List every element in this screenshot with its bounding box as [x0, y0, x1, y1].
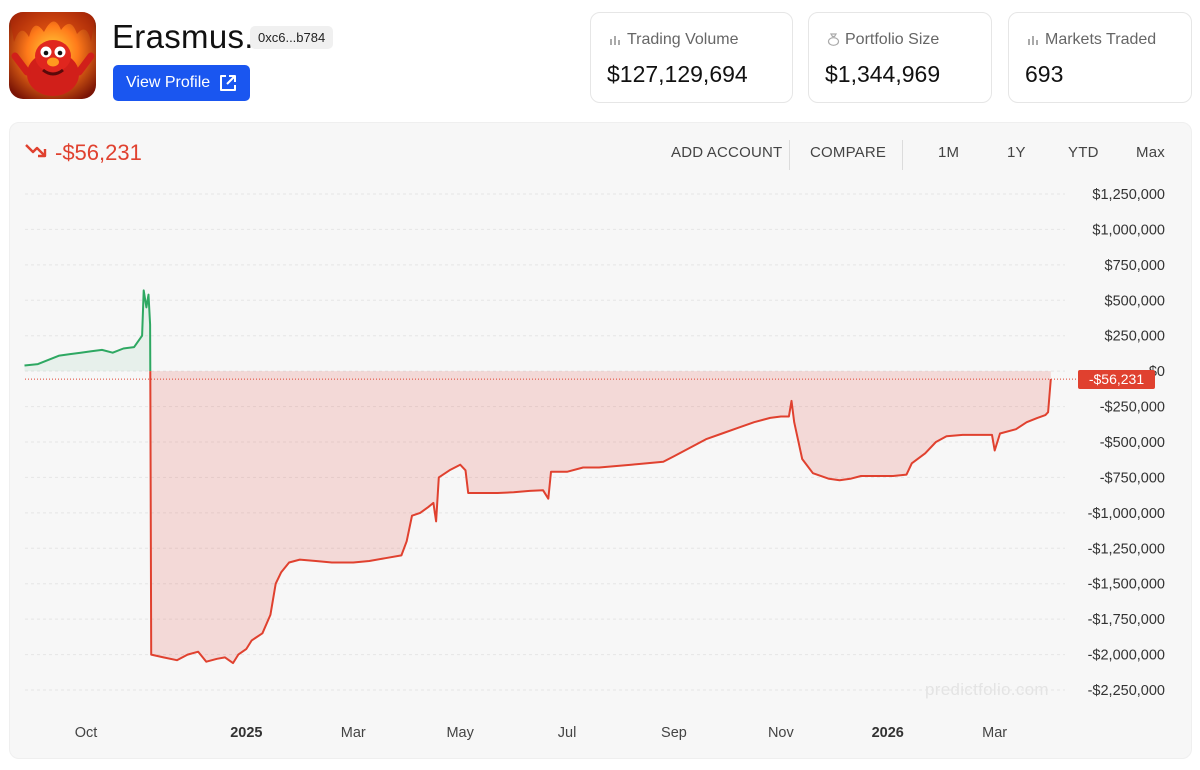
- range-button-ytd[interactable]: YTD: [1068, 144, 1099, 161]
- x-tick-label: 2026: [872, 725, 904, 741]
- wallet-address[interactable]: 0xc6...b784: [250, 26, 334, 49]
- y-tick-label: -$500,000: [1100, 435, 1165, 451]
- bar-chart-icon: [1027, 33, 1039, 51]
- stat-value: $1,344,969: [825, 61, 941, 87]
- pnl-change-value: -$56,231: [55, 140, 142, 165]
- stat-value: $127,129,694: [607, 61, 748, 87]
- y-tick-label: -$1,750,000: [1088, 612, 1165, 628]
- range-button-max[interactable]: Max: [1136, 144, 1165, 161]
- y-tick-label: -$1,500,000: [1088, 577, 1165, 593]
- negative-area: [150, 371, 1051, 664]
- y-tick-label: $750,000: [1105, 258, 1165, 274]
- money-bag-icon: [827, 33, 840, 51]
- y-tick-label: -$750,000: [1100, 470, 1165, 486]
- x-tick-label: May: [446, 725, 474, 741]
- x-tick-label: Mar: [341, 725, 366, 741]
- y-tick-label: -$2,250,000: [1088, 683, 1165, 699]
- x-tick-label: Sep: [661, 725, 687, 741]
- chart-panel: [9, 122, 1192, 759]
- toolbar-divider: [789, 140, 790, 170]
- y-tick-label: -$1,000,000: [1088, 506, 1165, 522]
- view-profile-button[interactable]: View Profile: [113, 65, 250, 101]
- pnl-change: -$56,231: [25, 140, 142, 166]
- y-tick-label: $250,000: [1105, 329, 1165, 345]
- stat-card-markets-traded: Markets Traded 693: [1008, 12, 1192, 103]
- profile-name: Erasmus.: [112, 18, 254, 55]
- stat-label: Markets Traded: [1045, 31, 1157, 48]
- stat-card-trading-volume: Trading Volume $127,129,694: [590, 12, 793, 103]
- toolbar-divider: [902, 140, 903, 170]
- x-tick-label: Mar: [982, 725, 1007, 741]
- y-tick-label: -$250,000: [1100, 400, 1165, 416]
- y-tick-label: $1,250,000: [1092, 187, 1165, 203]
- x-tick-label: Jul: [558, 725, 577, 741]
- stat-card-portfolio-size: Portfolio Size $1,344,969: [808, 12, 992, 103]
- view-profile-label: View Profile: [126, 74, 211, 91]
- x-tick-label: Oct: [75, 725, 98, 741]
- negative-series-line: [149, 371, 1052, 665]
- range-button-1m[interactable]: 1M: [938, 144, 960, 161]
- stat-value: 693: [1025, 61, 1064, 87]
- trend-down-icon: [25, 140, 47, 166]
- y-tick-label: $1,000,000: [1092, 222, 1165, 238]
- stat-label: Trading Volume: [627, 31, 739, 48]
- bar-chart-icon: [609, 33, 621, 51]
- compare-button[interactable]: COMPARE: [810, 144, 887, 161]
- y-tick-label: -$1,250,000: [1088, 541, 1165, 557]
- range-button-1y[interactable]: 1Y: [1007, 144, 1026, 161]
- x-tick-label: Nov: [768, 725, 795, 741]
- stat-label: Portfolio Size: [845, 31, 940, 48]
- avatar-image: [9, 12, 96, 99]
- external-link-icon: [218, 73, 238, 98]
- watermark: predictfolio.com: [925, 680, 1049, 699]
- x-tick-label: 2025: [230, 725, 262, 741]
- current-value-label: -$56,231: [1078, 370, 1155, 389]
- positive-area: [24, 290, 151, 372]
- positive-series-line: [24, 289, 152, 372]
- add-account-button[interactable]: ADD ACCOUNT: [671, 144, 783, 161]
- y-tick-label: $500,000: [1105, 293, 1165, 309]
- y-tick-label: -$2,000,000: [1088, 648, 1165, 664]
- avatar[interactable]: [9, 12, 96, 99]
